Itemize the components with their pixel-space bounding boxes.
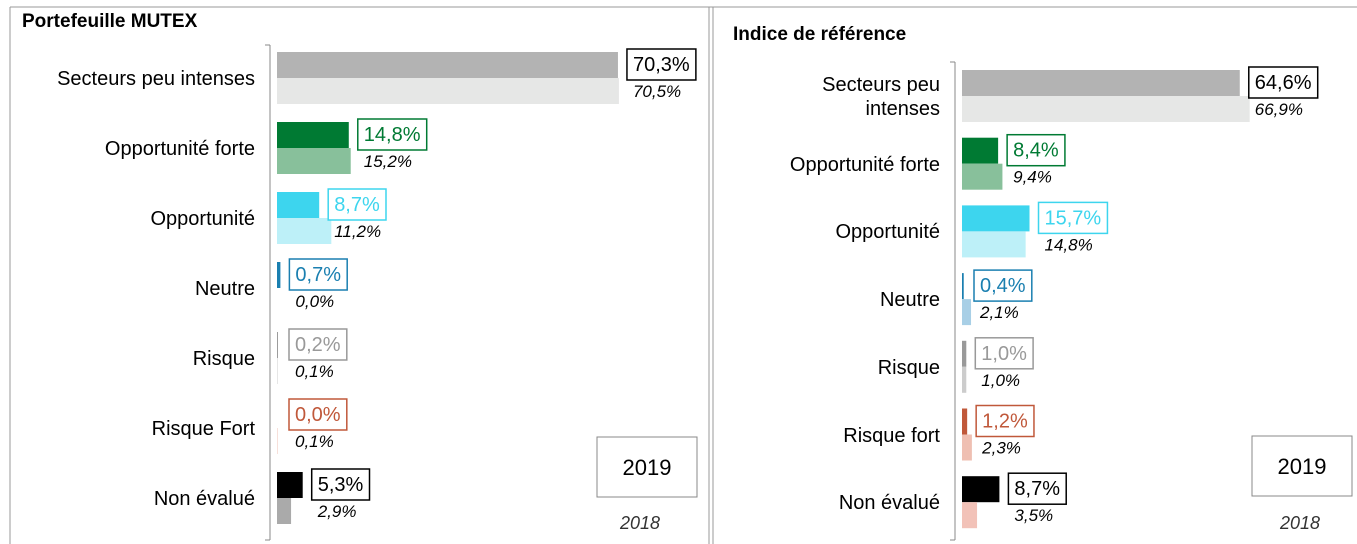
value-label-box [1006, 133, 1066, 167]
value-label: 66,9% [1255, 100, 1303, 119]
legend-label: 2019 [623, 455, 672, 480]
bar [962, 96, 1250, 122]
category-label: Non évalué [838, 492, 940, 515]
value-label: 9,4% [1013, 168, 1052, 187]
value-label-box [1248, 66, 1319, 99]
legend-box [596, 436, 698, 498]
bar [277, 122, 349, 148]
value-label-box [974, 337, 1034, 370]
value-label: 11,2% [334, 222, 381, 241]
value-label: 0,4% [980, 275, 1026, 297]
value-label: 70,3% [633, 54, 690, 76]
bar [962, 434, 972, 461]
bar [277, 218, 332, 244]
bar [962, 340, 967, 367]
bar [277, 262, 281, 288]
bar [962, 476, 1000, 503]
value-label: 1,0% [981, 343, 1027, 365]
category-label: Risque Fort [151, 418, 255, 440]
value-label: 0,2% [295, 334, 341, 356]
value-label-box [310, 468, 371, 501]
category-label: Neutre [194, 278, 255, 300]
bar [277, 192, 320, 218]
legend-label: 2018 [1279, 513, 1320, 533]
value-label: 14,8% [1045, 235, 1093, 254]
value-label: 0,0% [295, 404, 341, 426]
value-label: 0,1% [295, 362, 334, 381]
value-label: 64,6% [1255, 72, 1312, 94]
bar [962, 70, 1240, 96]
value-label-box [327, 188, 387, 221]
category-label: Secteurs peu intenses [57, 68, 255, 90]
bar [962, 408, 968, 435]
value-label-box [973, 269, 1033, 302]
value-label: 15,7% [1045, 207, 1102, 229]
value-label: 1,2% [982, 411, 1028, 433]
bar [962, 205, 1030, 232]
category-label: Non évalué [153, 488, 255, 510]
category-label: Opportunité forte [104, 138, 255, 160]
value-label: 0,0% [295, 292, 334, 311]
value-label: 2,3% [981, 439, 1021, 458]
bar [277, 332, 278, 358]
category-label: Risque fort [843, 424, 940, 447]
value-label-box [288, 328, 348, 361]
bar [962, 231, 1026, 258]
bar [277, 78, 619, 104]
value-label: 15,2% [364, 152, 412, 171]
value-label-box [626, 48, 697, 81]
chart-title: Portefeuille MUTEX [22, 11, 198, 32]
category-label: Risque [877, 356, 940, 379]
value-label-box [288, 398, 348, 431]
legend-label: 2019 [1278, 454, 1327, 479]
value-label-box [288, 258, 348, 291]
category-label: Secteurs peu intenses [822, 74, 940, 120]
value-label: 8,4% [1013, 140, 1059, 162]
value-label: 14,8% [364, 124, 421, 146]
value-label: 1,0% [981, 371, 1020, 390]
category-label: Opportunité forte [789, 153, 940, 176]
value-label: 2,1% [979, 303, 1019, 322]
value-label: 2,9% [317, 502, 357, 521]
value-label: 3,5% [1014, 506, 1053, 525]
value-label-box [357, 118, 428, 151]
legend-box [1251, 435, 1353, 497]
bar [962, 299, 972, 326]
bar [962, 163, 1003, 190]
bar [277, 472, 303, 498]
bar [962, 502, 978, 529]
bar [277, 52, 618, 78]
value-label: 0,7% [295, 264, 341, 286]
value-label: 8,7% [1014, 478, 1060, 500]
value-label: 70,5% [633, 82, 681, 101]
category-label: Neutre [879, 289, 940, 312]
value-label-box [975, 404, 1035, 438]
value-label: 8,7% [334, 194, 380, 216]
value-label-box [1037, 201, 1109, 235]
bar [962, 137, 999, 164]
category-label: Risque [192, 348, 255, 370]
value-label-box [1007, 472, 1067, 505]
bar [962, 273, 964, 300]
bar [277, 498, 292, 524]
value-label: 0,1% [295, 432, 334, 451]
legend-label: 2018 [619, 513, 660, 533]
value-label: 5,3% [318, 474, 364, 496]
chart-title: Indice de référence [733, 24, 906, 45]
category-label: Opportunité [835, 221, 940, 244]
category-label: Opportunité [150, 208, 255, 230]
bar [962, 366, 967, 393]
bar [277, 148, 351, 174]
